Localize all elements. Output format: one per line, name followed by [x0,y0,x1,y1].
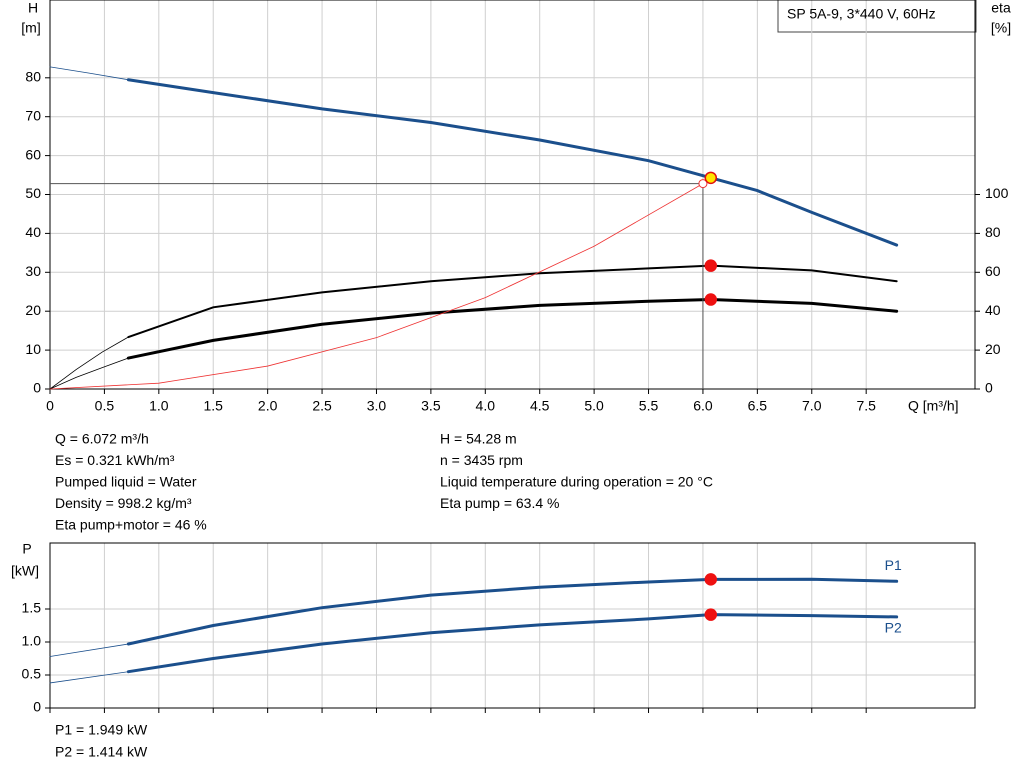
y2-tick-label: 0 [985,380,993,396]
x-axis-label: Q [m³/h] [908,398,959,414]
y-tick-label: 40 [25,224,41,240]
title-box [777,0,977,33]
x-tick-label: 1.0 [149,398,169,414]
info-text: Pumped liquid = Water [55,474,197,490]
y2-tick-label: 100 [985,185,1009,201]
curve [49,643,129,657]
y-tick-label: 1.5 [22,600,42,616]
y-axis-label: H [28,0,38,16]
y-tick-label: 30 [25,263,41,279]
y-tick-label: 20 [25,302,41,318]
y-axis-unit: [kW] [11,563,39,579]
operating-point [704,608,718,621]
y-axis-label: P [22,541,31,557]
y2-axis-label: eta [991,0,1011,16]
series-label: P1 [885,557,902,573]
curve [49,336,129,390]
curve [126,613,899,674]
x-tick-label: 6.5 [748,398,768,414]
info-text: Eta pump+motor = 46 % [55,517,207,533]
x-tick-label: 3.5 [421,398,441,414]
y2-tick-label: 80 [985,224,1001,240]
y-tick-label: 50 [25,185,41,201]
x-tick-label: 5.0 [584,398,604,414]
info-text: Eta pump = 63.4 % [440,495,559,511]
x-tick-label: 7.0 [802,398,822,414]
power-text: P2 = 1.414 kW [55,744,148,760]
x-tick-label: 4.0 [476,398,496,414]
x-tick-label: 1.5 [204,398,224,414]
y-tick-label: 0 [33,699,41,715]
operating-point [704,171,718,185]
power-text: P1 = 1.949 kW [55,722,148,738]
y-tick-label: 1.0 [22,633,42,649]
y-tick-label: 10 [25,341,41,357]
operating-point [704,573,718,586]
curve [49,183,704,390]
x-tick-label: 2.5 [312,398,332,414]
system-point [698,179,708,189]
y-axis-unit: [m] [21,20,40,36]
operating-point [704,293,718,306]
x-tick-label: 0.5 [95,398,115,414]
chart-title: SP 5A-9, 3*440 V, 60Hz [787,6,936,22]
plot-frame [49,542,976,709]
curve [49,66,129,81]
info-text: Liquid temperature during operation = 20… [440,474,713,490]
curve [126,577,899,646]
x-tick-label: 7.5 [856,398,876,414]
curve [49,671,129,684]
y-tick-label: 80 [25,69,41,85]
curve [127,264,898,339]
info-text: Es = 0.321 kWh/m³ [55,452,175,468]
y-tick-label: 0.5 [22,666,42,682]
info-text: Q = 6.072 m³/h [55,431,149,447]
y2-axis-unit: [%] [991,20,1011,36]
curve [126,78,899,247]
y-tick-label: 70 [25,107,41,123]
x-tick-label: 3.0 [367,398,387,414]
x-tick-label: 5.5 [639,398,659,414]
y2-tick-label: 20 [985,341,1001,357]
info-text: n = 3435 rpm [440,452,523,468]
curve [49,357,129,390]
x-tick-label: 2.0 [258,398,278,414]
x-tick-label: 6.0 [693,398,713,414]
y2-tick-label: 60 [985,263,1001,279]
operating-point [704,259,718,272]
curve [126,298,899,360]
y-tick-label: 60 [25,146,41,162]
y-tick-label: 0 [33,380,41,396]
info-text: Density = 998.2 kg/m³ [55,495,192,511]
x-tick-label: 4.5 [530,398,550,414]
y2-tick-label: 40 [985,302,1001,318]
series-label: P2 [885,620,902,636]
info-text: H = 54.28 m [440,431,517,447]
x-tick-label: 0 [46,398,54,414]
